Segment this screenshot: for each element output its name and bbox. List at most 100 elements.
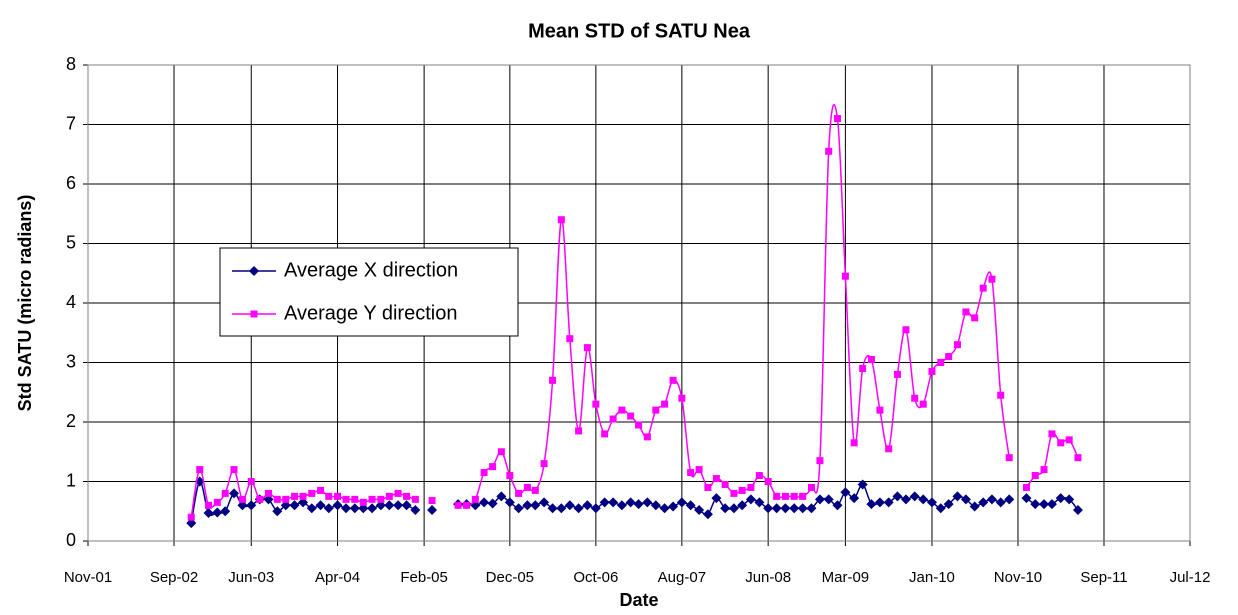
data-point <box>962 308 970 316</box>
data-point <box>1030 499 1041 510</box>
data-point <box>601 430 609 438</box>
data-point <box>859 364 867 372</box>
data-point <box>825 147 833 155</box>
y-axis-label: Std SATU (micro radians) <box>15 195 35 412</box>
data-point <box>385 492 393 500</box>
data-point <box>410 505 421 516</box>
data-point <box>256 495 264 503</box>
x-tick-label: Apr-04 <box>315 569 360 586</box>
data-point <box>885 445 893 453</box>
data-point <box>773 492 781 500</box>
data-point <box>876 406 884 414</box>
y-tick-label: 2 <box>66 411 76 431</box>
data-point <box>573 503 584 514</box>
data-point <box>721 480 729 488</box>
data-point <box>487 498 498 509</box>
data-point <box>351 495 359 503</box>
data-point <box>995 497 1006 508</box>
data-point <box>428 497 436 505</box>
y-tick-label: 6 <box>66 173 76 193</box>
data-point <box>883 497 894 508</box>
data-point <box>566 335 574 343</box>
data-point <box>650 500 661 511</box>
data-point <box>652 406 660 414</box>
y-tick-label: 4 <box>66 292 76 312</box>
data-point <box>411 495 419 503</box>
data-point <box>608 497 619 508</box>
y-tick-label: 0 <box>66 530 76 550</box>
data-point <box>592 400 600 408</box>
legend-marker <box>250 310 258 318</box>
data-point <box>797 503 808 514</box>
data-point <box>642 497 653 508</box>
data-point <box>497 448 505 456</box>
data-point <box>540 460 548 468</box>
data-point <box>1065 436 1073 444</box>
data-point <box>325 492 333 500</box>
data-point <box>937 359 945 366</box>
data-point <box>220 506 231 517</box>
data-point <box>393 500 404 511</box>
data-point <box>909 491 920 502</box>
data-point <box>359 498 367 506</box>
data-point <box>643 433 651 441</box>
data-point <box>755 472 763 480</box>
data-point <box>969 501 980 512</box>
data-point <box>764 478 772 485</box>
y-tick-label: 8 <box>66 54 76 74</box>
data-point <box>832 500 843 511</box>
data-point <box>911 394 919 402</box>
data-point <box>900 494 911 505</box>
data-point <box>997 391 1005 399</box>
data-point <box>299 492 307 500</box>
data-point <box>1074 454 1082 462</box>
data-point <box>676 497 687 508</box>
x-tick-label: Jun-08 <box>745 569 791 586</box>
data-point <box>575 427 583 435</box>
data-point <box>609 415 617 423</box>
data-point <box>892 491 903 502</box>
data-point <box>687 469 695 477</box>
data-point <box>504 497 515 508</box>
data-point <box>695 466 703 474</box>
data-point <box>893 370 901 378</box>
data-point <box>935 503 946 514</box>
data-point <box>196 466 204 474</box>
data-point <box>661 400 669 408</box>
data-point <box>850 439 858 447</box>
data-point <box>711 493 722 504</box>
data-point <box>781 492 789 500</box>
data-point <box>213 498 221 506</box>
data-point <box>720 503 731 514</box>
data-point <box>928 367 936 375</box>
x-tick-label: Jul-12 <box>1170 569 1211 586</box>
data-point <box>212 507 223 518</box>
data-point <box>523 483 531 491</box>
data-point <box>332 500 343 511</box>
data-point <box>308 489 316 497</box>
data-point <box>291 492 299 500</box>
data-point <box>806 503 817 514</box>
data-point <box>712 475 720 483</box>
data-point <box>902 326 910 334</box>
data-point <box>763 503 774 514</box>
data-point <box>205 501 213 509</box>
y-tick-label: 1 <box>66 470 76 490</box>
data-point <box>556 503 567 514</box>
data-point <box>702 509 713 520</box>
data-point <box>530 500 541 511</box>
data-point <box>1057 439 1065 447</box>
data-point <box>228 488 239 499</box>
data-point <box>730 489 738 497</box>
data-point <box>979 284 987 292</box>
data-point <box>807 483 815 491</box>
data-point <box>747 483 755 491</box>
data-point <box>986 494 997 505</box>
data-point <box>1005 454 1013 462</box>
data-point <box>547 503 558 514</box>
plot-border <box>87 64 1191 542</box>
data-point <box>833 115 841 123</box>
chart-title: Mean STD of SATU Nea <box>528 20 751 42</box>
y-tick-label: 5 <box>66 232 76 252</box>
data-point <box>669 376 677 384</box>
